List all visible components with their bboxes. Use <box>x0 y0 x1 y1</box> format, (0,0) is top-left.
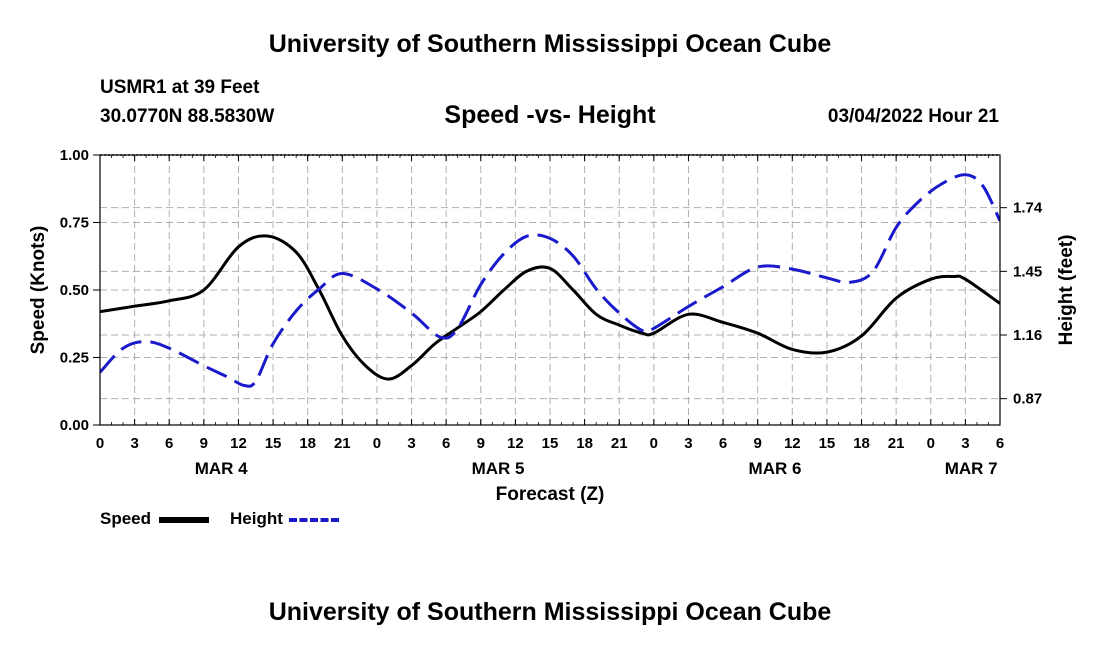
y-tick-label: 1.00 <box>60 147 89 164</box>
x-tick-label: 21 <box>888 435 905 452</box>
y-tick-label: 0.75 <box>60 215 89 232</box>
x-tick-label: 9 <box>200 435 208 452</box>
x-tick-label: 0 <box>650 435 658 452</box>
coordinates-label: 30.0770N 88.5830W <box>100 106 275 127</box>
station-label: USMR1 at 39 Feet <box>100 77 260 98</box>
grid <box>100 155 1000 425</box>
day-label: MAR 7 <box>945 459 998 478</box>
day-label: MAR 5 <box>472 459 525 478</box>
x-tick-label: 12 <box>230 435 247 452</box>
x-tick-label: 21 <box>334 435 351 452</box>
x-tick-label: 3 <box>407 435 415 452</box>
x-axis-label: Forecast (Z) <box>496 484 605 505</box>
x-tick-label: 12 <box>784 435 801 452</box>
y2-tick-label: 1.45 <box>1013 263 1042 280</box>
series-lines <box>100 173 1000 388</box>
x-tick-label: 6 <box>442 435 450 452</box>
y-axis-label: Speed (Knots) <box>28 226 49 355</box>
x-tick-label: 6 <box>165 435 173 452</box>
x-tick-label: 3 <box>961 435 969 452</box>
legend-speed-label: Speed <box>100 509 152 528</box>
series-line-speed <box>100 234 1000 381</box>
series-line-height <box>100 173 1000 388</box>
speed-height-chart: 0 3 6 9 12 15 18 21 0 3 6 9 12 15 18 21 0 3 6 9 12 15 18 21 0 3 6 M… <box>28 147 1077 505</box>
y2-axis-label: Height (feet) <box>1056 235 1077 346</box>
x-tick-label: 12 <box>507 435 524 452</box>
x-tick-label: 9 <box>477 435 485 452</box>
legend-height-swatch <box>288 517 339 522</box>
axes: 0 3 6 9 12 15 18 21 0 3 6 9 12 15 18 21 0 3 6 9 12 15 18 21 0 3 6 M… <box>60 147 1043 478</box>
y-tick-label: 0.50 <box>60 282 89 299</box>
x-tick-label: 15 <box>819 435 836 452</box>
y2-tick-label: 0.87 <box>1013 391 1042 408</box>
x-tick-label: 3 <box>130 435 138 452</box>
y2-tick-label: 1.16 <box>1013 327 1042 344</box>
x-tick-label: 6 <box>719 435 727 452</box>
y-tick-label: 0.00 <box>60 417 89 434</box>
legend-height: Height <box>230 509 339 529</box>
x-tick-label: 0 <box>96 435 104 452</box>
day-label: MAR 4 <box>195 459 248 478</box>
x-tick-label: 9 <box>754 435 762 452</box>
y-tick-label: 0.25 <box>60 350 89 367</box>
x-tick-label: 3 <box>684 435 692 452</box>
x-tick-label: 18 <box>576 435 593 452</box>
x-tick-label: 0 <box>927 435 935 452</box>
y2-tick-label: 1.74 <box>1013 200 1043 217</box>
footer-title: University of Southern Mississippi Ocean… <box>268 598 832 626</box>
x-tick-label: 6 <box>996 435 1004 452</box>
chart-title: Speed -vs- Height <box>444 101 656 129</box>
x-tick-label: 15 <box>265 435 282 452</box>
x-tick-label: 0 <box>373 435 381 452</box>
legend-speed-swatch <box>158 516 209 523</box>
x-tick-label: 15 <box>542 435 559 452</box>
x-tick-label: 18 <box>853 435 870 452</box>
main-title: University of Southern Mississippi Ocean… <box>268 30 832 58</box>
legend-height-label: Height <box>230 509 283 528</box>
legend-speed: Speed <box>100 509 209 529</box>
x-tick-label: 21 <box>611 435 628 452</box>
day-label: MAR 6 <box>749 459 802 478</box>
x-tick-label: 18 <box>299 435 316 452</box>
forecast-datetime: 03/04/2022 Hour 21 <box>827 106 999 127</box>
